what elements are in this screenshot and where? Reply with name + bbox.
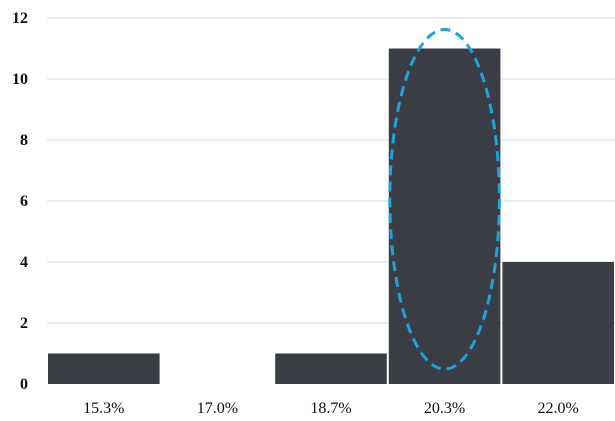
y-tick-label: 6 bbox=[20, 193, 28, 210]
y-tick-label: 2 bbox=[20, 315, 28, 332]
bar-22-0pct bbox=[502, 262, 614, 384]
x-tick-label: 15.3% bbox=[83, 400, 124, 417]
highlight-ellipse bbox=[388, 28, 501, 371]
x-tick-label: 22.0% bbox=[538, 400, 579, 417]
x-tick-labels: 15.3% 17.0% 18.7% 20.3% 22.0% bbox=[83, 400, 579, 417]
y-tick-label: 8 bbox=[20, 132, 28, 149]
bar-20-3pct bbox=[388, 48, 501, 384]
highlight-annotation bbox=[388, 28, 501, 371]
x-tick-label: 20.3% bbox=[424, 400, 465, 417]
bar-15-3pct bbox=[48, 353, 160, 384]
bars bbox=[48, 48, 614, 384]
y-tick-label: 4 bbox=[20, 254, 28, 271]
x-tick-label: 17.0% bbox=[197, 400, 238, 417]
y-tick-label: 0 bbox=[20, 376, 28, 393]
y-tick-labels: 0 2 4 6 8 10 12 bbox=[12, 10, 28, 393]
x-tick-label: 18.7% bbox=[310, 400, 351, 417]
bar-18-7pct bbox=[275, 353, 387, 384]
y-tick-label: 10 bbox=[12, 71, 28, 88]
y-tick-label: 12 bbox=[12, 10, 28, 27]
